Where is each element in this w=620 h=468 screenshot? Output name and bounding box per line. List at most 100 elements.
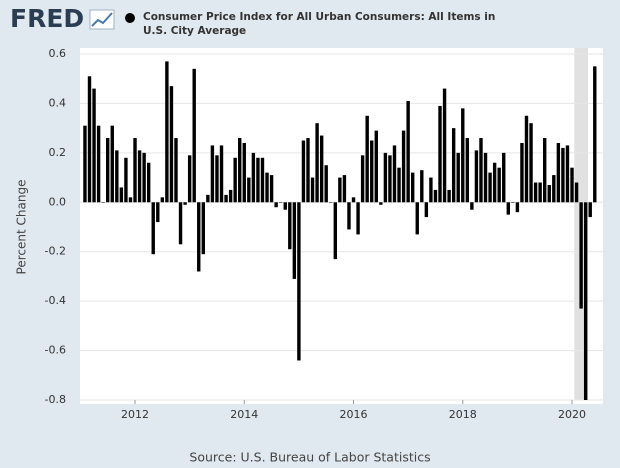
bar [424, 202, 429, 218]
bar [388, 155, 392, 203]
bar [506, 202, 510, 215]
bar [165, 61, 169, 203]
bar [133, 138, 137, 203]
bar [106, 138, 110, 203]
bar [192, 68, 196, 203]
legend-name: Consumer Price Index for All Urban Consu… [143, 11, 496, 37]
bar [228, 189, 233, 203]
bar [442, 88, 447, 203]
bar [483, 152, 488, 203]
bar [119, 187, 124, 203]
bar [92, 88, 96, 203]
bar [301, 140, 306, 203]
bar [479, 138, 483, 203]
bar [351, 197, 356, 203]
bar [269, 175, 274, 203]
bar [429, 177, 433, 203]
bar [474, 150, 479, 203]
bar [447, 189, 451, 203]
bar [502, 152, 506, 203]
bar [96, 125, 101, 203]
bar [187, 155, 192, 203]
bar [561, 147, 565, 203]
y-tick-label: 0.0 [49, 195, 67, 208]
bar [370, 140, 374, 203]
bar [256, 157, 260, 203]
bar [438, 105, 442, 203]
bar [101, 202, 105, 203]
bar [533, 182, 538, 203]
x-tick-label: 2012 [121, 408, 149, 421]
bar [365, 115, 369, 203]
logo-icon [89, 9, 115, 30]
bar [543, 138, 547, 203]
bar [146, 162, 151, 203]
bar [347, 202, 351, 230]
bar [283, 202, 287, 210]
bar [219, 145, 224, 203]
bar [547, 184, 551, 203]
y-tick-label: 0.4 [49, 96, 67, 109]
source: Source: U.S. Bureau of Labor Statistics [189, 450, 430, 465]
bar [420, 170, 424, 203]
bar [593, 66, 597, 203]
bar [215, 155, 219, 203]
bar [333, 202, 338, 260]
bar [169, 86, 174, 203]
bar [570, 167, 574, 203]
bar [83, 125, 87, 203]
y-tick-label: -0.6 [45, 344, 66, 357]
bar [356, 202, 360, 235]
bar [415, 202, 419, 235]
bar [515, 202, 520, 213]
bar [183, 202, 187, 205]
bar [538, 182, 542, 203]
bar [383, 152, 388, 203]
bar [552, 175, 556, 203]
bar [247, 177, 251, 203]
bar [470, 202, 474, 210]
bar [288, 202, 292, 250]
legend-box: Consumer Price Index for All Urban Consu… [143, 11, 496, 37]
bar [306, 138, 310, 203]
bar [210, 145, 215, 203]
bar [297, 202, 301, 361]
bar [342, 175, 347, 203]
bar [520, 142, 524, 203]
bar [556, 142, 561, 203]
bar [406, 100, 410, 203]
bar [206, 194, 210, 203]
bar [461, 108, 465, 203]
bar [465, 138, 470, 203]
bar [251, 152, 256, 203]
bar [374, 130, 378, 203]
bar [265, 172, 269, 203]
x-tick-label: 2016 [340, 408, 368, 421]
bar [492, 162, 497, 203]
bar [310, 177, 315, 203]
bar [392, 145, 397, 203]
logo-icon-box [89, 9, 115, 30]
bar [201, 202, 206, 255]
bar [110, 125, 114, 203]
bar [87, 76, 92, 203]
bar [156, 202, 160, 223]
bar [524, 115, 529, 203]
bar [224, 194, 228, 203]
bar [338, 177, 342, 203]
y-tick-label: 0.2 [49, 146, 67, 159]
bar [319, 135, 324, 203]
bar [160, 197, 165, 203]
bar [238, 138, 242, 203]
logo-icon-line [91, 12, 113, 27]
bar [360, 155, 365, 203]
y-tick-label: -0.8 [45, 393, 66, 406]
x-tick-label: 2018 [449, 408, 477, 421]
bar [260, 157, 265, 203]
bar [233, 157, 237, 203]
bar [274, 202, 278, 208]
bar [278, 202, 283, 203]
legend-marker [125, 13, 135, 23]
bar [178, 202, 183, 245]
